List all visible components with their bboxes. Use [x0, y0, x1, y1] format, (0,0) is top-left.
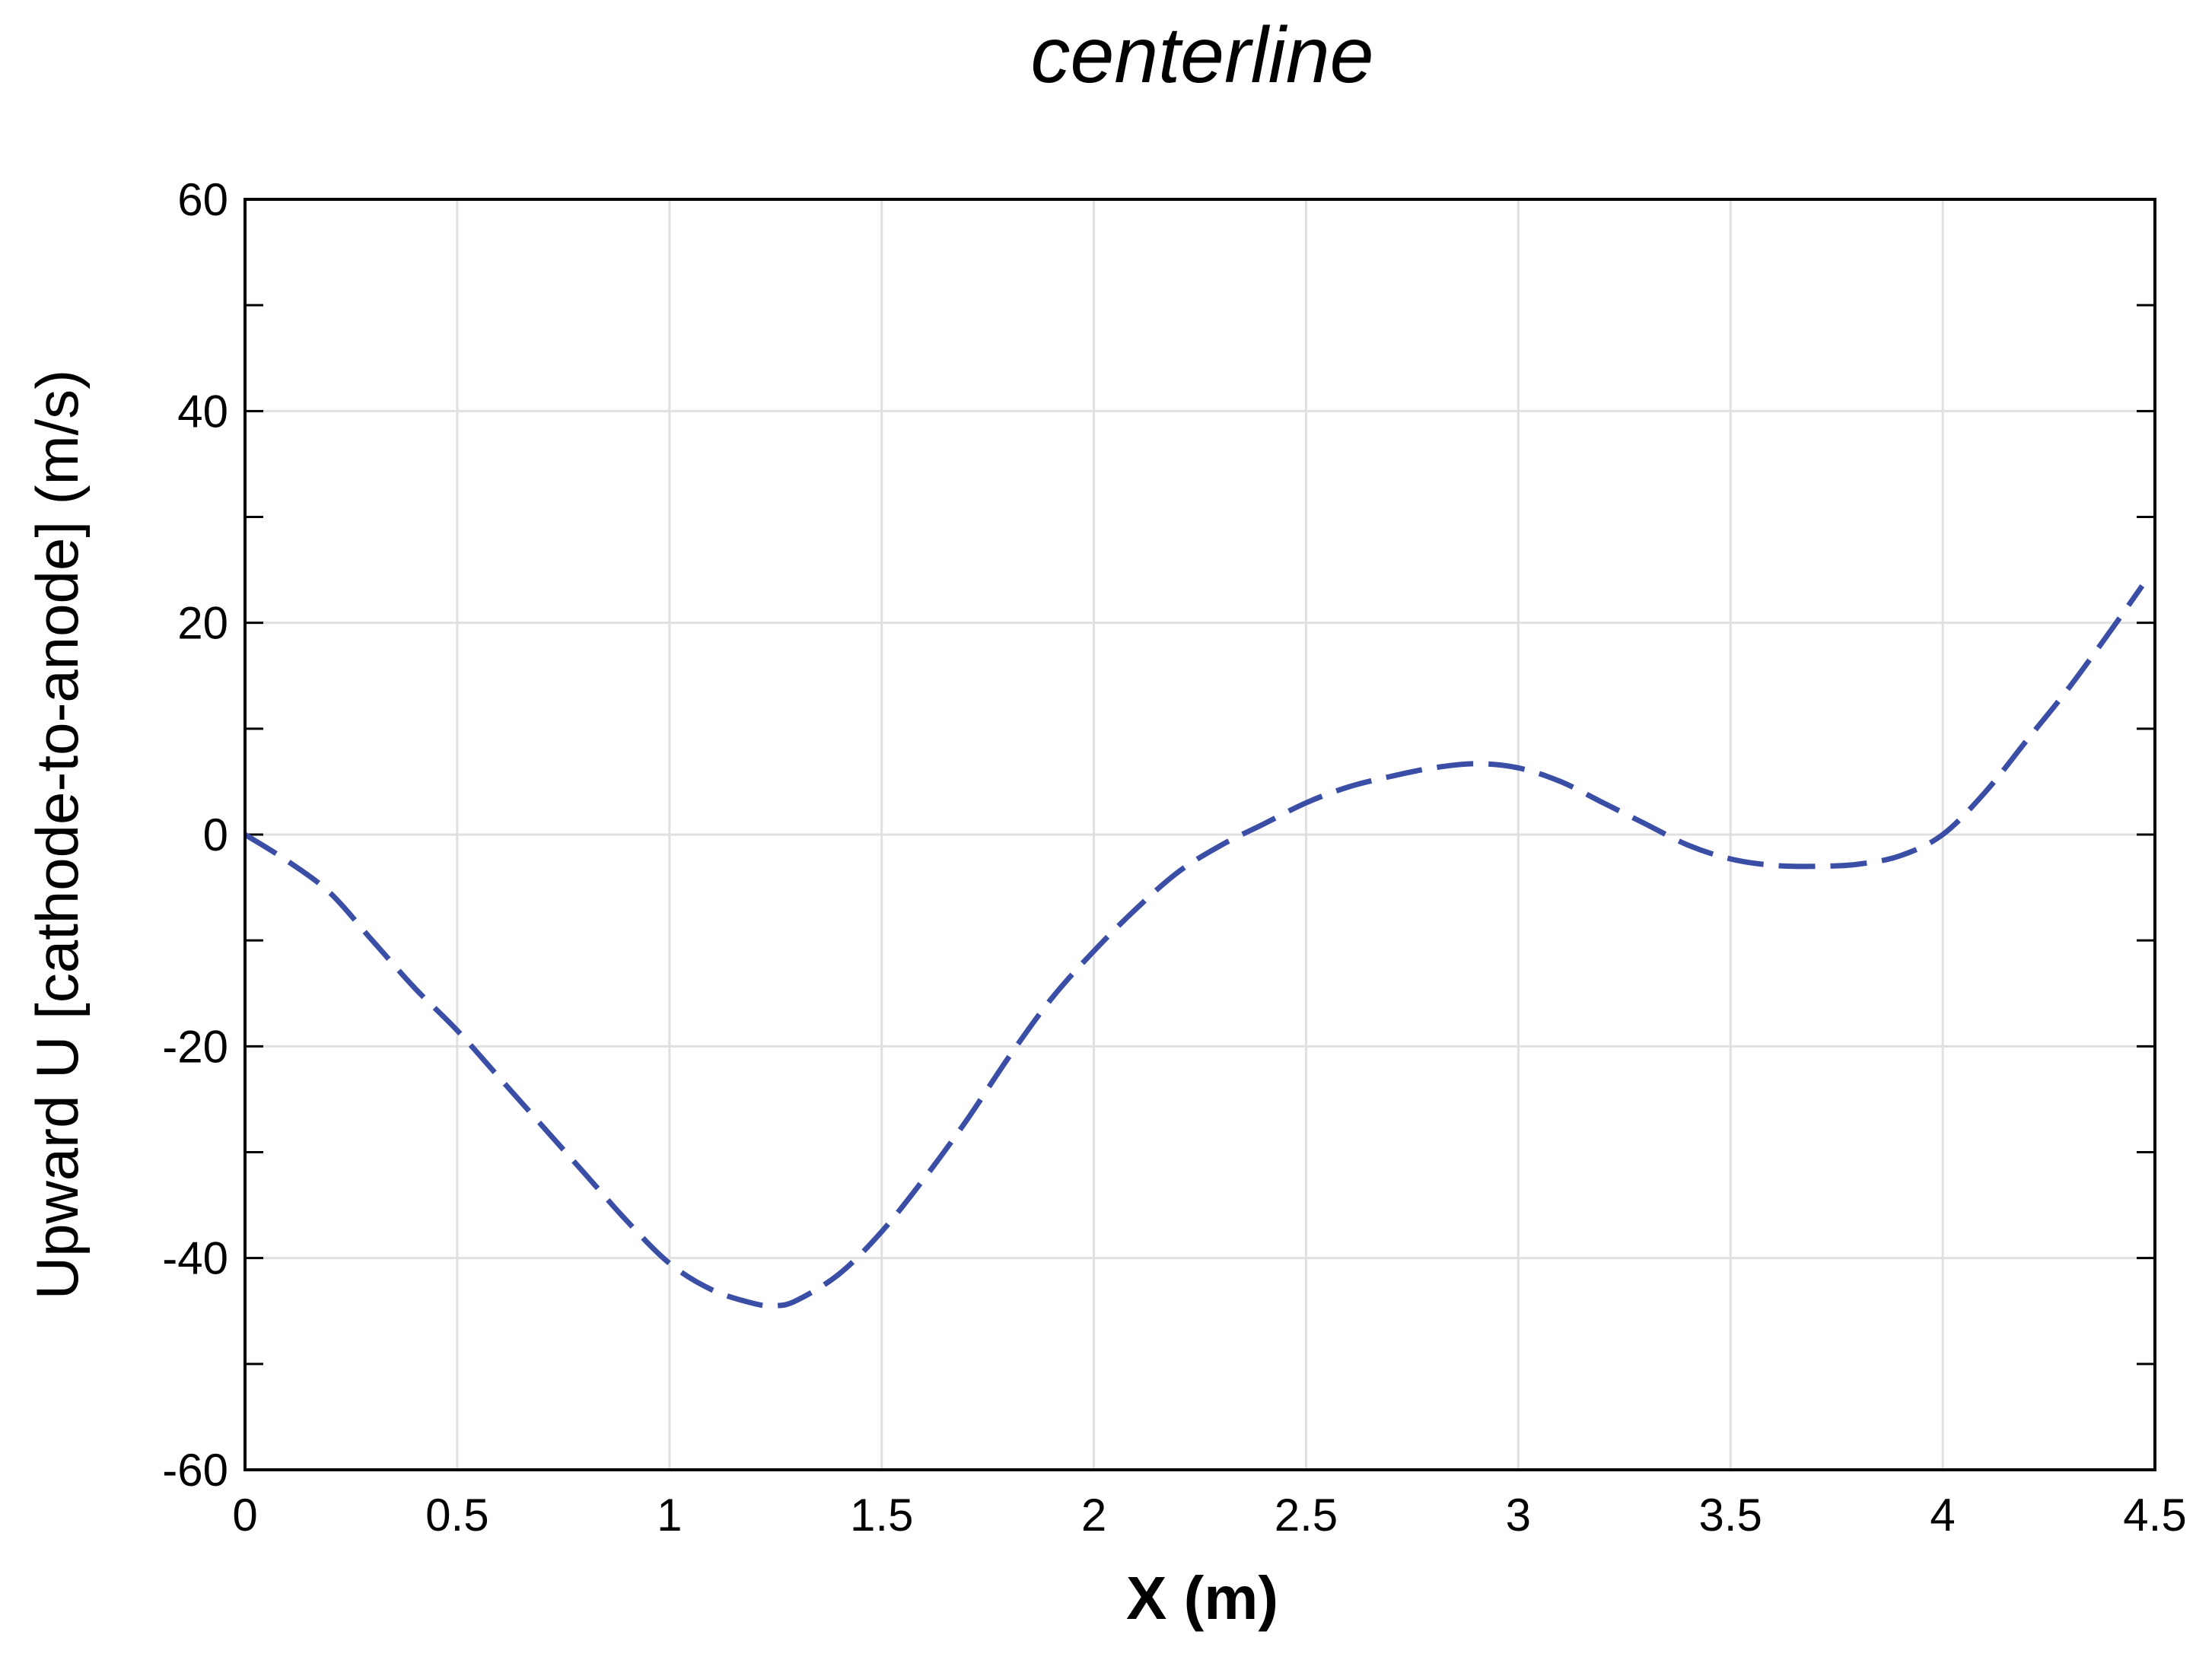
x-tick-labels: 0 0.5 1 1.5 2 2.5 3 3.5 4 4.5 — [232, 1490, 2186, 1541]
y-axis-label: Upward U [cathode-to-anode] (m/s) — [24, 370, 91, 1300]
gridlines — [245, 199, 2155, 1470]
y-tick-label: -60 — [162, 1445, 228, 1496]
y-tick-labels: -60 -40 -20 0 20 40 60 — [162, 174, 228, 1496]
x-tick-label: 0 — [232, 1490, 257, 1541]
series-layer — [243, 584, 2145, 1309]
x-tick-label: 4.5 — [2123, 1490, 2186, 1541]
x-tick-label: 1 — [657, 1490, 682, 1541]
y-tick-label: 0 — [203, 809, 228, 860]
plot-frame — [243, 198, 2156, 1471]
y-tick-label: 40 — [177, 386, 228, 437]
x-tick-label: 4 — [1930, 1490, 1955, 1541]
x-tick-label: 1.5 — [850, 1490, 913, 1541]
series-line — [243, 584, 2145, 1309]
x-tick-label: 0.5 — [425, 1490, 489, 1541]
chart-title: centerline — [1031, 11, 1374, 100]
y-tick-label: -40 — [162, 1233, 228, 1284]
x-tick-label: 2 — [1081, 1490, 1106, 1541]
y-tick-label: 60 — [177, 174, 228, 225]
x-tick-label: 3.5 — [1699, 1490, 1762, 1541]
x-axis-label: X (m) — [1126, 1564, 1278, 1632]
y-tick-label: 20 — [177, 598, 228, 649]
x-tick-label: 3 — [1506, 1490, 1531, 1541]
y-tick-label: -20 — [162, 1021, 228, 1072]
x-tick-label: 2.5 — [1275, 1490, 1338, 1541]
